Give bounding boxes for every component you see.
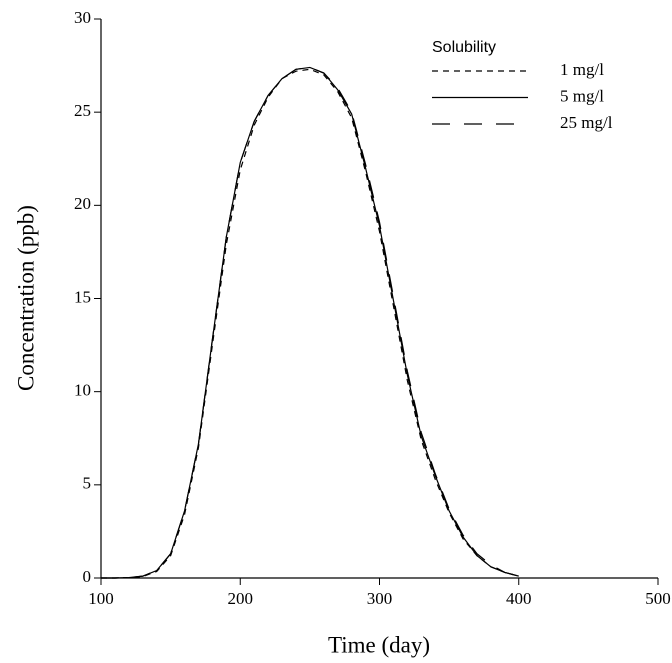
y-tick-label: 20: [74, 194, 91, 213]
y-tick-label: 5: [83, 474, 92, 493]
y-tick-label: 10: [74, 381, 91, 400]
y-tick-label: 25: [74, 101, 91, 120]
x-tick-label: 500: [645, 589, 671, 608]
line-series: [101, 66, 519, 579]
x-tick-label: 400: [506, 589, 532, 608]
x-axis-title: Time (day): [328, 632, 430, 657]
y-tick-label: 15: [74, 287, 91, 306]
x-tick-label: 100: [88, 589, 114, 608]
legend-label: 5 mg/l: [560, 86, 604, 105]
x-tick-label: 200: [228, 589, 254, 608]
line-series: [101, 68, 519, 579]
y-tick-label: 30: [74, 8, 91, 27]
line-series: [101, 66, 519, 579]
x-tick-label: 300: [367, 589, 393, 608]
y-axis-title: Concentration (ppb): [13, 205, 38, 391]
y-tick-label: 0: [83, 567, 92, 586]
legend-label: 25 mg/l: [560, 113, 613, 132]
legend-title: Solubility: [432, 39, 496, 56]
legend-label: 1 mg/l: [560, 60, 604, 79]
